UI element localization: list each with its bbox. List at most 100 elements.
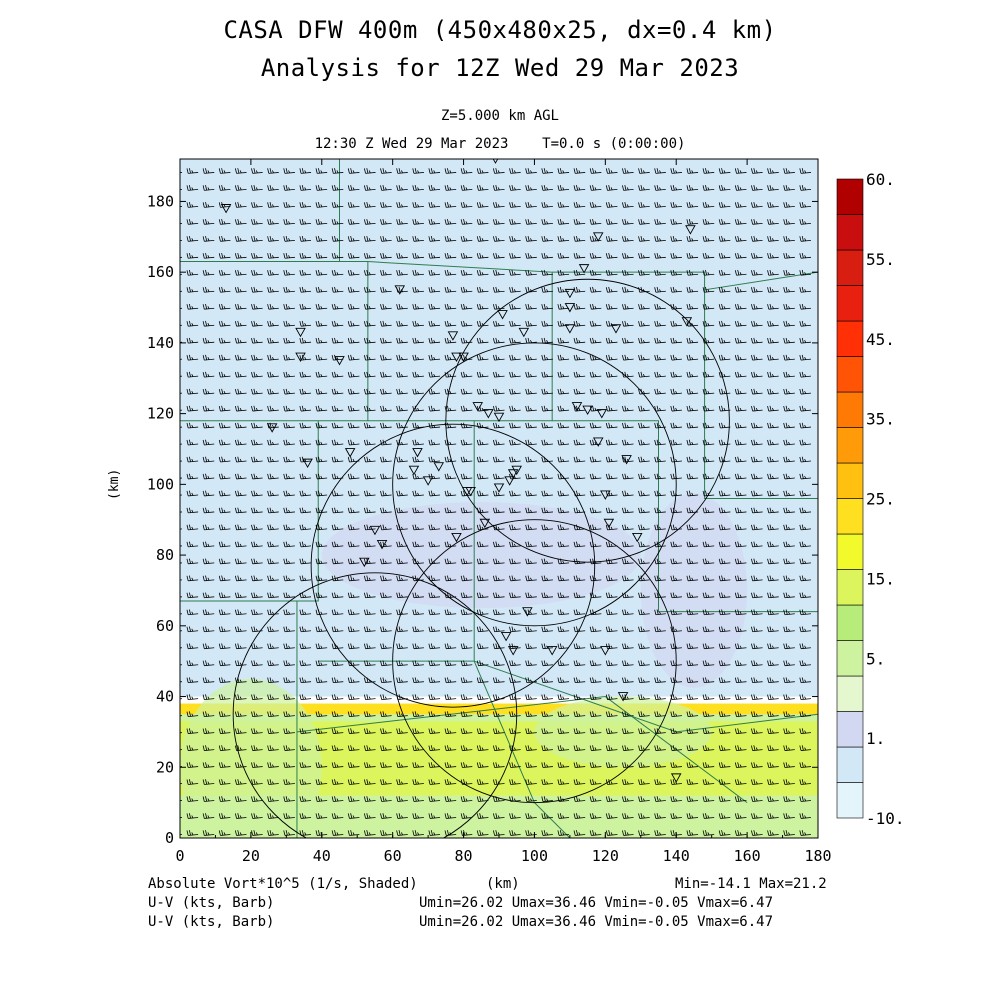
wind-barb-flag xyxy=(239,424,242,428)
wind-barb-flag xyxy=(207,356,210,360)
wind-barb xyxy=(202,745,215,751)
wind-barb-shaft xyxy=(284,273,295,276)
wind-barb-shaft xyxy=(252,596,263,599)
wind-barb-flag xyxy=(255,662,258,666)
wind-barb-shaft xyxy=(284,749,295,751)
wind-barb-flag xyxy=(191,238,194,242)
wind-barb-shaft xyxy=(284,494,295,497)
wind-barb-flag xyxy=(288,255,291,258)
wind-barb-flag xyxy=(171,780,172,785)
wind-barb-flag xyxy=(288,679,291,683)
wind-barb-shaft xyxy=(204,307,215,310)
wind-barb-flag xyxy=(191,730,194,734)
wind-barb xyxy=(234,269,247,276)
wind-barb xyxy=(251,473,263,480)
wind-barb xyxy=(283,541,295,548)
wind-barb xyxy=(202,575,215,582)
wind-barb-flag xyxy=(234,304,237,310)
wind-barb-flag xyxy=(267,524,270,530)
wind-barb xyxy=(283,219,295,225)
wind-barb xyxy=(267,219,279,225)
wind-barb-shaft xyxy=(284,817,295,819)
wind-barb-flag xyxy=(191,255,194,258)
wind-barb-flag xyxy=(223,492,226,496)
wind-barb-flag xyxy=(223,306,226,309)
wind-barb-flag xyxy=(269,779,272,785)
wind-barb-shaft xyxy=(236,545,247,548)
wind-barb-shaft xyxy=(220,783,231,785)
wind-barb xyxy=(251,779,263,785)
wind-barb-shaft xyxy=(204,511,215,514)
wind-barb-flag xyxy=(255,204,258,208)
wind-barb-flag xyxy=(285,219,288,225)
wind-barb-flag xyxy=(285,456,288,462)
wind-barb-flag xyxy=(251,287,254,293)
wind-barb-flag xyxy=(205,456,208,462)
wind-barb-flag xyxy=(269,202,272,208)
wind-barb-flag xyxy=(176,357,177,360)
wind-barb-flag xyxy=(234,219,237,225)
wind-barb-flag xyxy=(288,407,291,411)
wind-barb-flag xyxy=(202,813,205,819)
plot-area xyxy=(171,159,818,838)
wind-barb-shaft xyxy=(188,732,199,734)
wind-barb xyxy=(283,168,295,174)
wind-barb-flag xyxy=(205,371,208,377)
wind-barb-flag xyxy=(205,337,208,344)
wind-barb-flag xyxy=(253,235,256,242)
wind-barb-flag xyxy=(173,643,174,648)
wind-barb-flag xyxy=(237,745,240,751)
wind-barb-shaft xyxy=(188,630,199,633)
wind-barb-flag xyxy=(176,255,177,258)
wind-barb xyxy=(202,185,215,191)
wind-barb-flag xyxy=(239,628,242,632)
wind-barb-flag xyxy=(176,459,177,462)
wind-barb xyxy=(251,711,263,717)
wind-barb-flag xyxy=(218,728,221,734)
wind-barb-flag xyxy=(272,543,274,547)
wind-barb-flag xyxy=(202,541,205,547)
wind-barb-flag xyxy=(188,779,191,785)
wind-barb-flag xyxy=(221,473,224,479)
wind-barb-flag xyxy=(171,796,172,801)
wind-barb-flag xyxy=(251,660,254,666)
wind-barb xyxy=(283,558,295,565)
wind-barb-flag xyxy=(269,524,272,530)
wind-barb-flag xyxy=(269,371,272,377)
wind-barb-flag xyxy=(304,781,307,785)
wind-barb-shaft xyxy=(236,324,247,327)
wind-barb-flag xyxy=(205,439,208,445)
wind-barb-flag xyxy=(272,492,274,496)
wind-barb-flag xyxy=(218,287,221,293)
wind-barb-flag xyxy=(255,187,258,191)
wind-barb-flag xyxy=(188,609,191,615)
wind-barb-flag xyxy=(267,456,270,463)
wind-barb-flag xyxy=(202,745,205,751)
wind-barb-shaft xyxy=(236,715,247,717)
wind-barb-flag xyxy=(173,440,174,445)
wind-barb-flag xyxy=(239,730,242,734)
wind-barb xyxy=(267,762,279,768)
chart-subtitle: Analysis for 12Z Wed 29 Mar 2023 xyxy=(260,54,740,82)
wind-barb xyxy=(267,269,279,276)
wind-barb-flag xyxy=(205,558,208,564)
wind-barb-flag xyxy=(173,287,174,292)
wind-barb-flag xyxy=(255,356,258,360)
wind-barb xyxy=(267,354,279,361)
wind-barb xyxy=(218,558,231,565)
wind-barb-flag xyxy=(223,407,226,411)
wind-barb-flag xyxy=(207,238,210,242)
wind-barb-flag xyxy=(301,813,304,819)
wind-barb-flag xyxy=(176,799,177,802)
wind-barb-flag xyxy=(234,405,237,412)
wind-barb xyxy=(202,626,215,633)
wind-barb-flag xyxy=(186,304,189,310)
wind-barb-flag xyxy=(191,509,194,513)
wind-barb-shaft xyxy=(236,392,247,395)
wind-barb-flag xyxy=(176,527,177,530)
wind-barb-flag xyxy=(251,694,254,700)
wind-barb-flag xyxy=(188,575,191,581)
wind-barb-flag xyxy=(285,609,288,615)
wind-barb-flag xyxy=(234,372,237,378)
wind-barb-shaft xyxy=(220,800,231,802)
